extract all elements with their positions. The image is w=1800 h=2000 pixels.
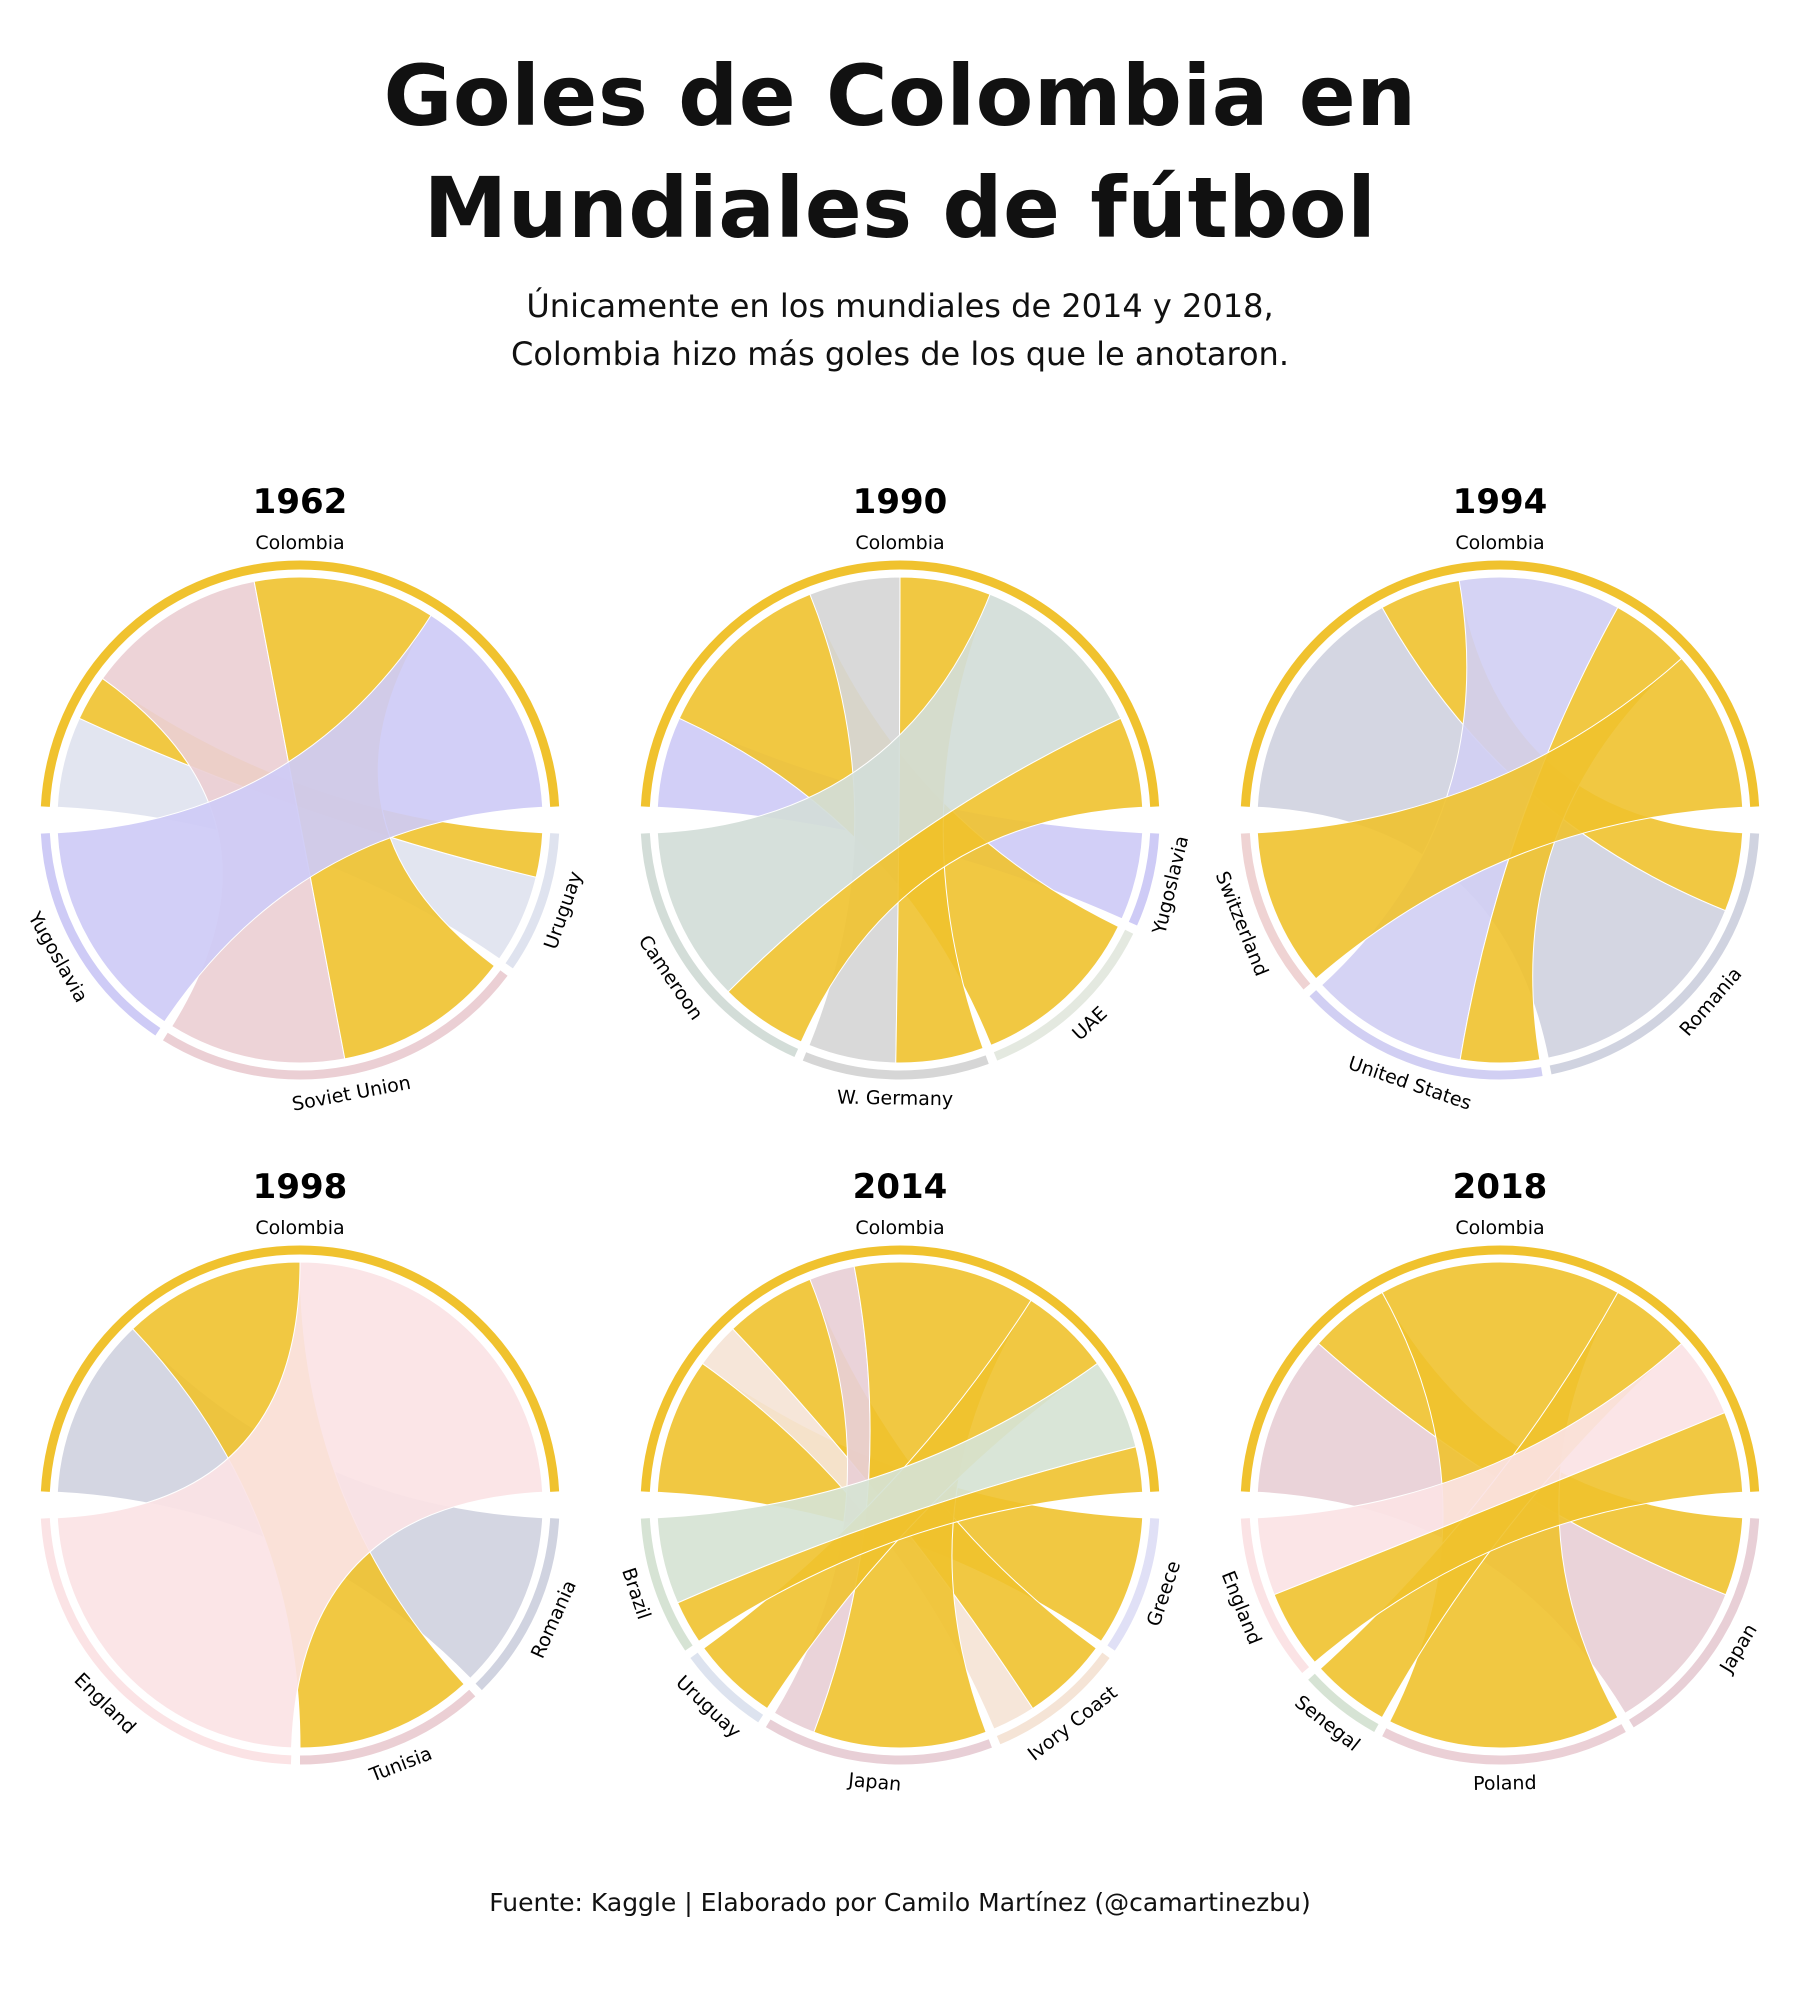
- arc-switzerland: [1240, 833, 1311, 990]
- ribbon-scored-england: [1273, 1412, 1744, 1663]
- arc-japan: [1629, 1518, 1760, 1728]
- team-label-romania: Romania: [527, 1577, 581, 1662]
- arc-colombia: [40, 560, 560, 807]
- team-label-poland: Poland: [1473, 1772, 1537, 1795]
- arc-w-germany: [802, 1052, 989, 1080]
- year-label: 1962: [253, 482, 348, 522]
- arc-romania: [1549, 833, 1760, 1075]
- ribbons-2014: [656, 1261, 1144, 1749]
- arc-england: [1240, 1518, 1310, 1673]
- ribbon-scored-cameroon: [727, 717, 1144, 1043]
- arc-yugoslavia: [1128, 833, 1160, 926]
- ribbon-conceded-england: [56, 1261, 544, 1749]
- team-label-colombia: Colombia: [255, 532, 344, 554]
- page-title: Goles de Colombia en Mundiales de fútbol: [0, 40, 1800, 264]
- team-label-colombia: Colombia: [255, 1217, 344, 1239]
- arc-cameroon: [640, 833, 799, 1058]
- arc-england: [40, 1518, 292, 1765]
- arc-uruguay: [690, 1652, 764, 1723]
- arc-romania: [475, 1518, 560, 1691]
- team-label-colombia: Colombia: [1455, 532, 1544, 554]
- arc-colombia: [40, 1245, 560, 1492]
- subtitle-line-1: Únicamente en los mundiales de 2014 y 20…: [526, 287, 1274, 325]
- team-label-england: England: [70, 1669, 140, 1739]
- team-label-senegal: Senegal: [1290, 1691, 1364, 1756]
- arc-japan: [765, 1719, 992, 1765]
- arc-colombia: [640, 560, 1160, 807]
- arc-greece: [1107, 1518, 1160, 1651]
- team-label-colombia: Colombia: [1455, 1217, 1544, 1239]
- ribbon-scored-switzerland: [1256, 657, 1744, 980]
- arc-tunisia: [299, 1689, 476, 1765]
- year-label: 1998: [253, 1167, 348, 1207]
- arc-ivory-coast: [996, 1652, 1110, 1745]
- title-line-1: Goles de Colombia en: [383, 47, 1417, 145]
- arc-poland: [1382, 1724, 1626, 1765]
- arc-brazil: [640, 1518, 693, 1651]
- arc-soviet-union: [162, 970, 508, 1080]
- year-label: 1990: [853, 482, 948, 522]
- team-label-brazil: Brazil: [617, 1565, 655, 1622]
- arc-colombia: [1240, 560, 1760, 807]
- ribbons-2018: [1256, 1261, 1744, 1749]
- ribbons-1994: [1256, 576, 1744, 1064]
- team-label-japan: Japan: [846, 1769, 902, 1796]
- source-note: Fuente: Kaggle | Elaborado por Camilo Ma…: [489, 1888, 1311, 1917]
- team-label-w-germany: W. Germany: [837, 1086, 953, 1110]
- arc-colombia: [1240, 1245, 1760, 1492]
- ribbons-1962: [56, 576, 544, 1064]
- arc-uae: [993, 929, 1134, 1061]
- arc-uruguay: [505, 833, 560, 969]
- ribbons-1998: [56, 1261, 544, 1749]
- arc-colombia: [640, 1245, 1160, 1492]
- ribbon-conceded-yugoslavia: [56, 614, 544, 1023]
- title-line-2: Mundiales de fútbol: [423, 159, 1377, 257]
- arc-senegal: [1308, 1673, 1379, 1732]
- year-label: 1994: [1453, 482, 1548, 522]
- ribbons-1990: [656, 576, 1144, 1064]
- year-label: 2018: [1453, 1167, 1548, 1207]
- ribbon-scored-brazil: [676, 1446, 1144, 1643]
- arc-yugoslavia: [40, 833, 161, 1036]
- team-label-colombia: Colombia: [855, 1217, 944, 1239]
- page-subtitle: Únicamente en los mundiales de 2014 y 20…: [0, 282, 1800, 378]
- team-label-colombia: Colombia: [855, 532, 944, 554]
- year-label: 2014: [853, 1167, 948, 1207]
- subtitle-line-2: Colombia hizo más goles de los que le an…: [511, 335, 1289, 373]
- arc-united-states: [1309, 990, 1543, 1080]
